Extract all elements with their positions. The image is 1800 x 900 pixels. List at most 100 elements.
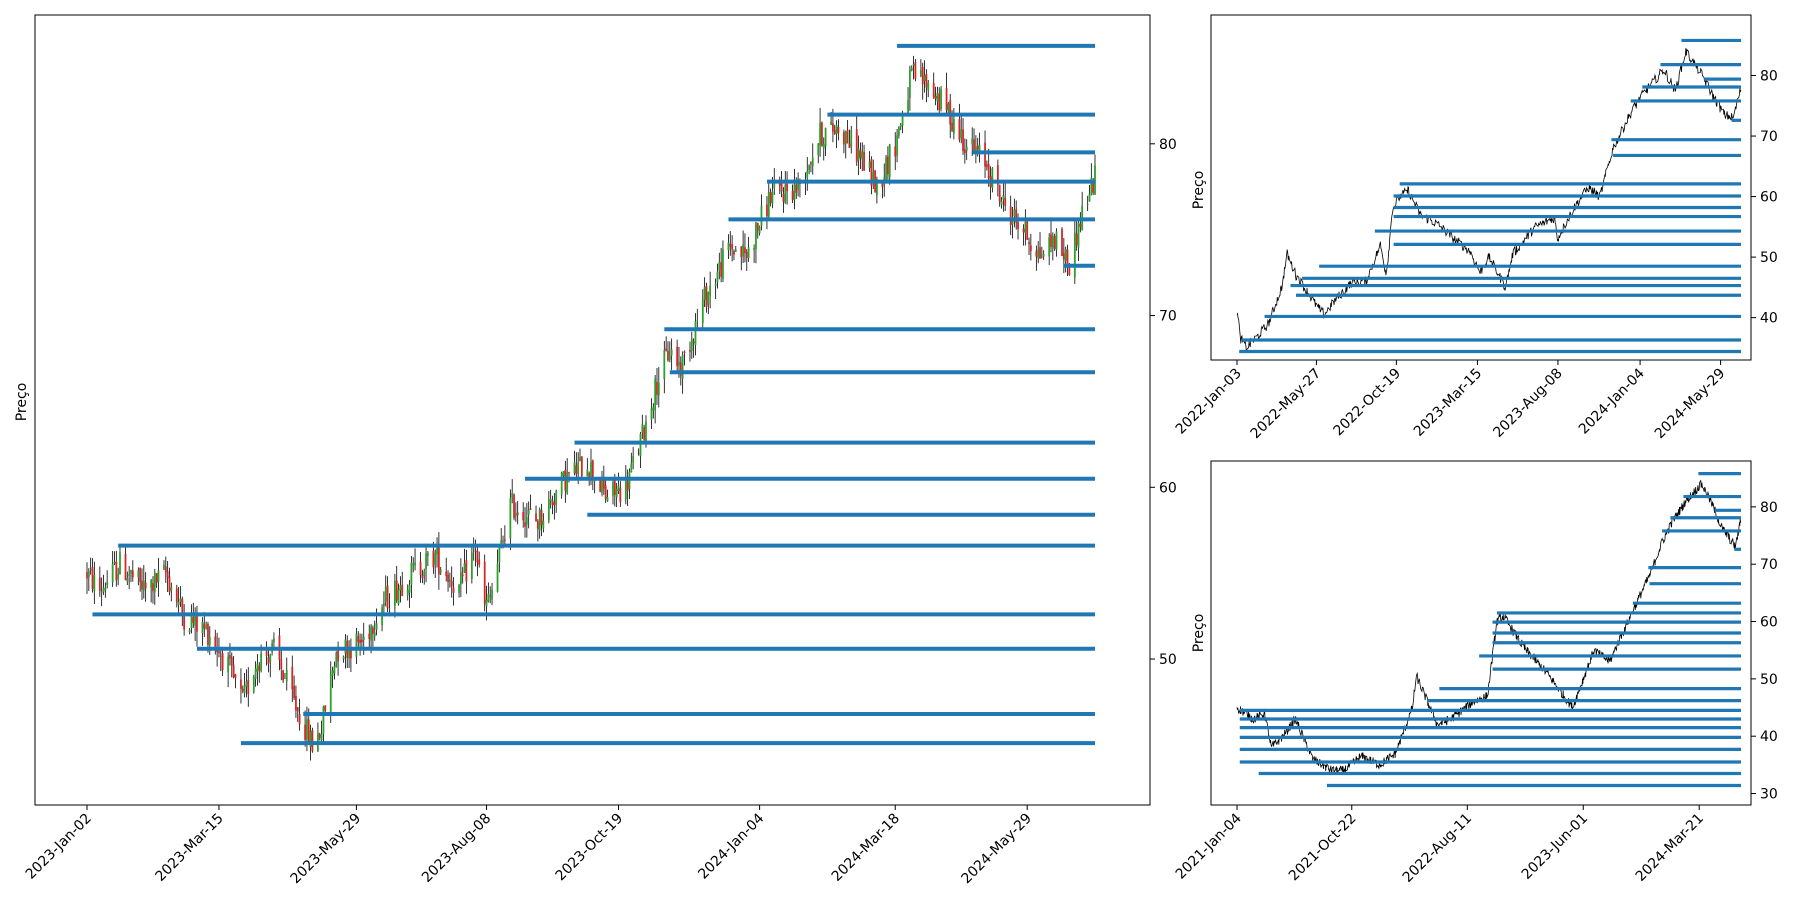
candle-body — [654, 378, 657, 411]
candle-body — [919, 70, 922, 76]
candle-body — [1037, 249, 1040, 259]
candle-body — [716, 271, 719, 283]
candle-body — [963, 149, 966, 154]
candle-body — [897, 126, 900, 136]
candle-body — [696, 320, 699, 321]
candle-body — [936, 92, 939, 102]
x-tick-label: 2024-Mar-18 — [829, 811, 903, 885]
candle-body — [267, 657, 270, 664]
candle-body — [566, 472, 569, 494]
candle-body — [692, 341, 695, 343]
candle-body — [681, 354, 684, 379]
candle-body — [461, 574, 464, 577]
y-tick-label: 70 — [1159, 309, 1177, 325]
candle-body — [514, 513, 517, 517]
candle-body — [298, 714, 301, 725]
candle-body — [667, 350, 669, 361]
candle-body — [656, 381, 658, 395]
candle-body — [925, 73, 928, 88]
x-tick-label: 2024-Jan-04 — [1576, 365, 1648, 437]
candle-body — [130, 570, 132, 574]
candle-body — [137, 570, 140, 578]
candle-body — [998, 184, 1001, 202]
main-chart-ylabel: Preço — [14, 383, 30, 422]
candle-body — [1062, 253, 1065, 260]
candle-body — [463, 563, 466, 573]
candle-body — [436, 547, 438, 555]
candle-body — [806, 171, 809, 179]
candle-body — [580, 456, 583, 477]
candle-body — [234, 674, 237, 679]
candle-body — [747, 247, 750, 259]
candle-body — [1002, 195, 1005, 200]
candle-body — [489, 595, 492, 597]
candle-body — [910, 67, 913, 71]
candle-body — [421, 574, 424, 579]
candle-body — [335, 652, 338, 667]
y-tick-label: 70 — [1760, 557, 1778, 573]
candle-body — [115, 561, 118, 581]
candle-body — [689, 350, 691, 352]
candle-body — [525, 517, 528, 525]
candle-body — [393, 580, 396, 607]
candle-body — [612, 481, 614, 496]
candle-body — [1068, 266, 1071, 275]
candle-body — [551, 500, 554, 505]
candle-body — [707, 291, 710, 305]
candle-body — [163, 564, 165, 570]
candle-body — [846, 129, 849, 144]
candle-body — [181, 598, 184, 613]
candle-body — [258, 665, 261, 671]
candle-body — [870, 159, 873, 186]
candle-body — [476, 550, 479, 563]
candle-body — [855, 129, 858, 162]
candle-body — [837, 126, 840, 134]
candle-body — [337, 649, 339, 662]
candle-body — [496, 563, 499, 592]
candle-body — [962, 129, 964, 152]
candle-body — [885, 157, 887, 181]
candle-body — [368, 633, 371, 639]
candle-body — [522, 512, 525, 521]
candle-body — [260, 653, 263, 671]
candle-body — [1026, 220, 1029, 240]
y-tick-label: 50 — [1159, 652, 1177, 668]
candle-body — [588, 472, 591, 477]
candle-body — [985, 164, 988, 168]
candle-body — [282, 670, 285, 681]
candle-body — [104, 588, 107, 590]
candle-body — [1048, 237, 1051, 257]
candle-body — [601, 478, 603, 494]
candle-body — [362, 636, 365, 641]
candle-body — [965, 146, 968, 151]
candle-body — [914, 62, 917, 79]
candle-body — [984, 142, 986, 167]
candle-body — [168, 576, 171, 592]
candle-body — [758, 226, 761, 234]
candle-body — [819, 122, 821, 146]
candle-body — [350, 647, 352, 659]
candle-body — [778, 183, 781, 186]
candle-body — [720, 262, 723, 277]
candle-body — [254, 668, 257, 680]
candle-body — [1077, 222, 1080, 248]
x-tick-label: 2021-Jan-04 — [1173, 810, 1245, 882]
candle-body — [1051, 235, 1054, 248]
candle-body — [876, 178, 878, 196]
candle-body — [650, 408, 653, 420]
candle-body — [894, 146, 897, 157]
candle-body — [434, 552, 437, 565]
x-tick-label: 2023-Aug-08 — [419, 811, 494, 886]
y-tick-label: 80 — [1159, 137, 1177, 153]
candle-body — [540, 510, 543, 526]
candle-body — [1042, 254, 1045, 257]
candle-body — [401, 584, 404, 596]
candle-body — [201, 621, 204, 634]
candle-body — [410, 562, 413, 585]
candle-body — [923, 75, 926, 82]
candle-body — [318, 734, 321, 738]
candle-body — [245, 681, 248, 687]
candle-body — [247, 679, 250, 695]
candle-body — [830, 121, 832, 126]
candle-body — [284, 677, 286, 679]
